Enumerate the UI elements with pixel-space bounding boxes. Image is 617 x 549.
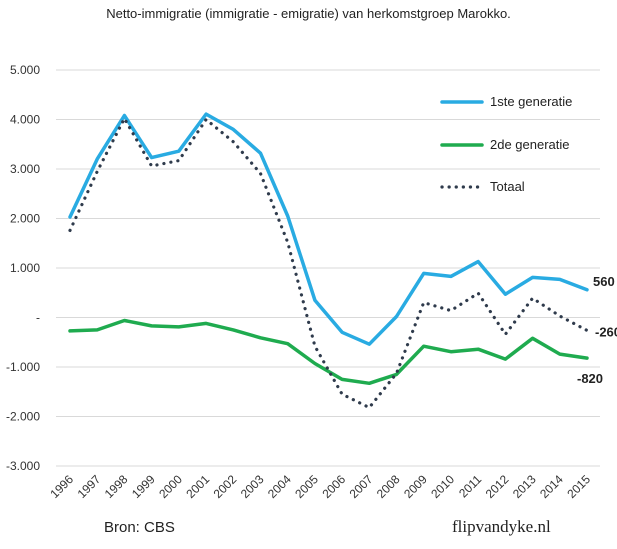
- y-tick-label: -: [36, 311, 40, 325]
- x-tick-label: 1997: [75, 472, 104, 501]
- chart-title: Netto-immigratie (immigratie - emigratie…: [106, 6, 511, 21]
- x-tick-label: 2010: [428, 472, 457, 501]
- end-value-label: 560: [593, 274, 615, 289]
- series-line-1ste-generatie: [68, 112, 589, 346]
- x-tick-label: 2014: [537, 472, 566, 501]
- legend-label: 1ste generatie: [490, 94, 572, 109]
- x-tick-label: 2000: [156, 472, 185, 501]
- legend-label: Totaal: [490, 179, 525, 194]
- site-label: flipvandyke.nl: [452, 517, 551, 536]
- legend-label: 2de generatie: [490, 137, 570, 152]
- x-tick-label: 2003: [238, 472, 267, 501]
- x-tick-label: 1999: [129, 472, 158, 501]
- x-tick-label: 2002: [211, 472, 240, 501]
- x-tick-label: 2006: [319, 472, 348, 501]
- series-line-2de-generatie: [68, 318, 589, 386]
- x-tick-label: 2004: [265, 472, 294, 501]
- y-tick-label: 2.000: [10, 212, 40, 226]
- x-tick-label: 2009: [401, 472, 430, 501]
- y-tick-label: 4.000: [10, 113, 40, 127]
- y-tick-label: 3.000: [10, 162, 40, 176]
- x-tick-label: 1998: [102, 472, 131, 501]
- y-tick-label: -1.000: [6, 360, 40, 374]
- x-tick-label: 2012: [483, 472, 512, 501]
- x-tick-label: 2013: [510, 472, 539, 501]
- end-value-label: -260: [595, 324, 617, 339]
- x-tick-label: 2011: [456, 472, 484, 500]
- x-tick-label: 2007: [347, 472, 376, 501]
- source-label: Bron: CBS: [104, 519, 175, 536]
- x-tick-label: 1996: [47, 472, 76, 501]
- x-tick-label: 2001: [183, 472, 212, 501]
- x-tick-label: 2005: [292, 472, 321, 501]
- x-tick-label: 2008: [374, 472, 403, 501]
- y-tick-label: 5.000: [10, 63, 40, 77]
- y-tick-label: -2.000: [6, 410, 40, 424]
- end-value-label: -820: [577, 371, 603, 386]
- series-line-totaal: [68, 116, 589, 410]
- y-tick-label: 1.000: [10, 261, 40, 275]
- y-tick-label: -3.000: [6, 459, 40, 473]
- x-tick-label: 2015: [564, 472, 593, 501]
